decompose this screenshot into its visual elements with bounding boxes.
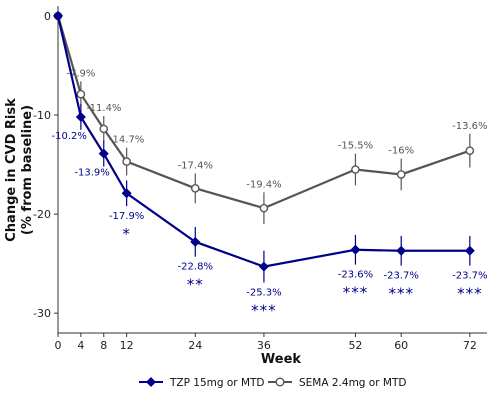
x-tick-label: 8: [100, 339, 107, 352]
tzp-data-label: -25.3%: [246, 287, 281, 298]
y-tick-label: 0: [44, 10, 51, 23]
sema-data-label: -14.7%: [109, 135, 144, 146]
significance-label: ***: [251, 301, 277, 319]
legend-label-sema: SEMA 2.4mg or MTD: [299, 377, 406, 389]
sema-data-label: -7.9%: [66, 68, 95, 79]
tzp-point: [75, 111, 86, 122]
sema-point: [99, 124, 109, 134]
tzp-data-label: -23.7%: [384, 271, 419, 282]
tzp-point: [350, 244, 361, 255]
legend-marker-tzp: [146, 377, 156, 387]
y-tick-label: -30: [33, 307, 51, 320]
sema-point: [259, 203, 269, 213]
tzp-data-label: -22.8%: [178, 262, 213, 273]
sema-point: [465, 146, 475, 155]
x-axis-title: Week: [261, 352, 302, 367]
labels-layer: -7.9% -11.4% -14.7% -17.4% -19.4% -15.5% -16% -…: [51, 68, 487, 319]
sema-data-label: -15.5%: [338, 141, 373, 152]
tzp-point: [53, 10, 63, 21]
tzp-point: [258, 261, 269, 272]
tzp-data-label: -13.9%: [74, 168, 109, 179]
sema-point: [190, 184, 200, 193]
x-tick-label: 4: [77, 339, 84, 352]
tzp-point: [396, 245, 407, 256]
sema-point: [396, 170, 406, 179]
tzp-data-label: -17.9%: [109, 211, 144, 222]
x-tick-label: 72: [463, 339, 477, 352]
sema-data-label: -17.4%: [178, 160, 213, 171]
y-tick-label: -10: [33, 109, 51, 122]
significance-label: ***: [457, 285, 483, 303]
sema-data-label: -19.4%: [246, 179, 281, 190]
legend-label-tzp: TZP 15mg or MTD: [169, 377, 265, 389]
y-axis-title-line2: (% from baseline): [20, 105, 35, 235]
x-tick-label: 12: [120, 339, 134, 352]
significance-label: *: [122, 225, 131, 243]
x-tick-label: 60: [394, 339, 408, 352]
x-tick-label: 0: [55, 339, 62, 352]
tzp-data-label: -23.6%: [338, 270, 373, 281]
y-axis-title-line1: Change in CVD Risk: [4, 98, 19, 242]
tzp-point: [190, 236, 201, 247]
sema-point: [76, 89, 86, 99]
x-tick-label: 24: [188, 339, 202, 352]
tzp-data-label: -23.7%: [452, 271, 487, 282]
legend: TZP 15mg or MTD SEMA 2.4mg or MTD: [139, 377, 406, 389]
tzp-point: [98, 148, 109, 159]
significance-label: ***: [388, 285, 414, 303]
significance-label: **: [187, 276, 204, 294]
sema-point: [122, 157, 131, 166]
sema-point: [351, 165, 360, 174]
significance-label: ***: [343, 284, 369, 302]
legend-marker-sema: [275, 377, 285, 387]
x-tick-label: 36: [257, 339, 271, 352]
tzp-point: [464, 245, 475, 256]
x-tick-label: 52: [348, 339, 362, 352]
tzp-data-label: -10.2%: [51, 131, 86, 142]
series-layer: [53, 10, 475, 283]
sema-data-label: -11.4%: [86, 103, 121, 114]
sema-data-label: -16%: [388, 146, 414, 157]
y-tick-label: -20: [33, 208, 51, 221]
axes: 0 -10 -20 -30 0 4 8 12 24 36 52 60 72: [33, 6, 487, 352]
sema-data-label: -13.6%: [452, 121, 487, 132]
tzp-point: [121, 188, 132, 199]
